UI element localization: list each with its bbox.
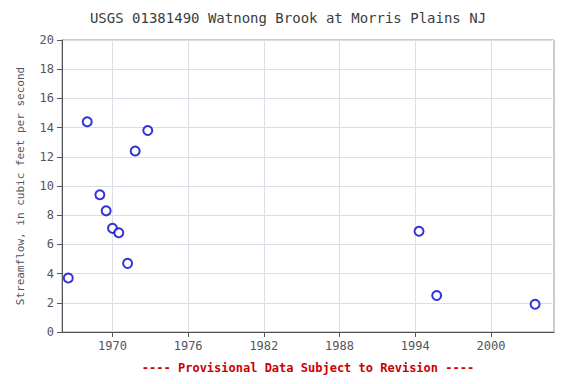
svg-text:0: 0: [47, 325, 54, 339]
svg-text:---- Provisional Data Subject: ---- Provisional Data Subject to Revisio…: [142, 361, 474, 375]
svg-text:4: 4: [47, 267, 54, 281]
svg-text:1988: 1988: [325, 339, 354, 353]
svg-text:6: 6: [47, 237, 54, 251]
svg-text:18: 18: [40, 62, 54, 76]
svg-text:14: 14: [40, 121, 54, 135]
svg-text:1982: 1982: [249, 339, 278, 353]
svg-text:8: 8: [47, 208, 54, 222]
svg-text:2: 2: [47, 296, 54, 310]
svg-text:12: 12: [40, 150, 54, 164]
svg-text:Streamflow, in cubic feet per: Streamflow, in cubic feet per second: [14, 67, 27, 305]
svg-text:2000: 2000: [476, 339, 505, 353]
svg-text:1994: 1994: [401, 339, 430, 353]
svg-text:1970: 1970: [98, 339, 127, 353]
svg-text:USGS 01381490 Watnong Brook at: USGS 01381490 Watnong Brook at Morris Pl…: [90, 10, 486, 26]
svg-text:16: 16: [40, 91, 54, 105]
svg-text:20: 20: [40, 33, 54, 47]
svg-text:1976: 1976: [174, 339, 203, 353]
svg-text:10: 10: [40, 179, 54, 193]
